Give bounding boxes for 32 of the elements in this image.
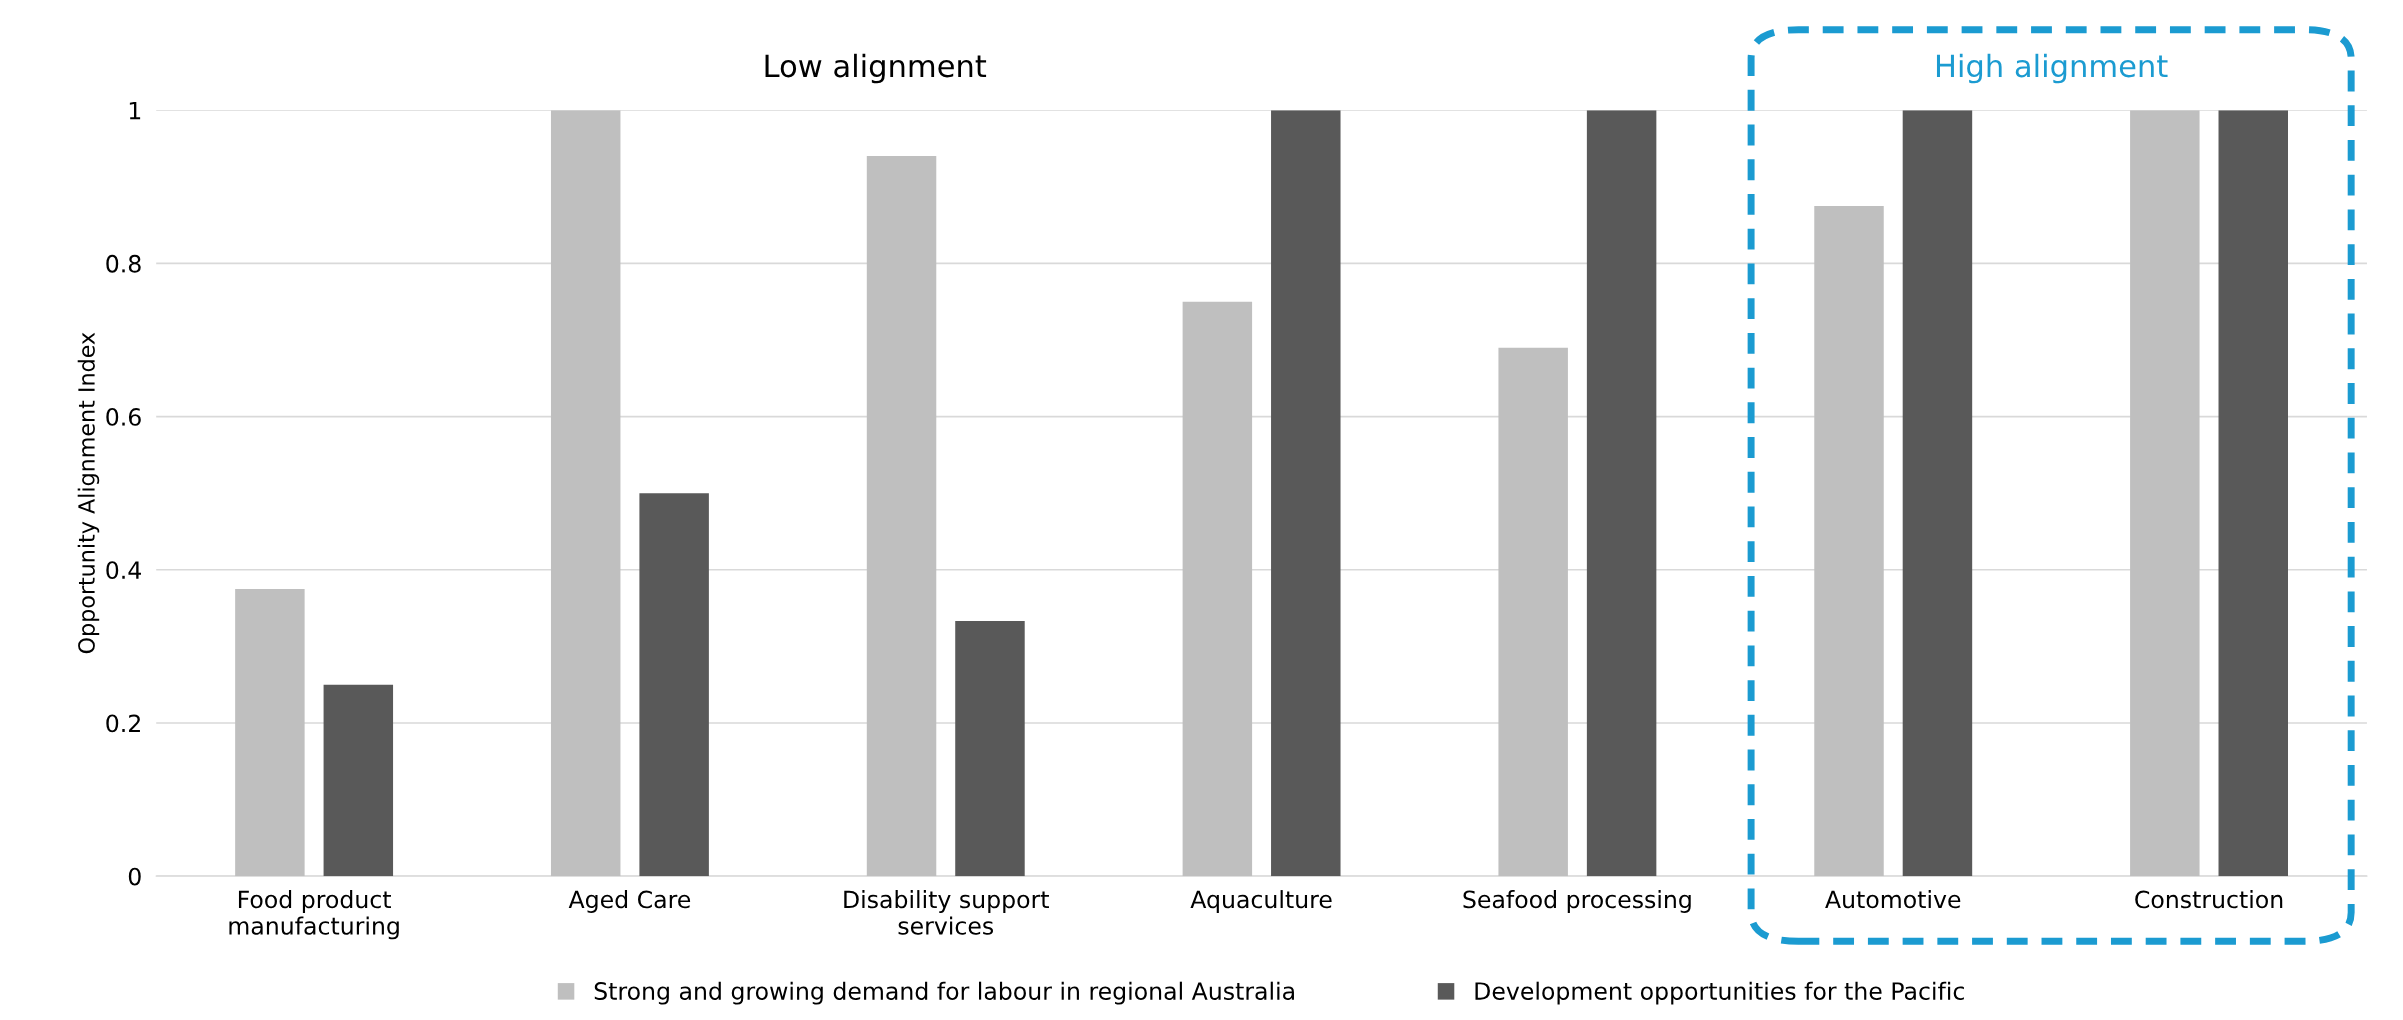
- bar: [2218, 110, 2288, 877]
- y-tick-label: 0.6: [106, 408, 141, 426]
- bar: [1498, 347, 1568, 877]
- bar: [2130, 110, 2200, 877]
- bar: [639, 493, 709, 877]
- y-axis-title: Opportunity Alignment Index: [77, 332, 100, 654]
- y-tick-label: 0.4: [106, 561, 141, 580]
- text: High alignment: [1936, 53, 2168, 84]
- x-tick-label: Food product manufacturing: [229, 890, 399, 940]
- bar: [1902, 110, 1973, 877]
- bar: [550, 110, 621, 877]
- x-tick-label: Aged Care: [568, 890, 691, 913]
- x-tick-label: Aquaculture: [1190, 890, 1332, 913]
- legend-label: Strong and growing demand for labour in regional Australia: [594, 981, 1294, 1005]
- x-tick-label: Disability support services: [844, 890, 1049, 935]
- bar: [866, 156, 937, 877]
- bar: [235, 588, 305, 877]
- y-tick-label: 0: [128, 867, 141, 886]
- y-tick-label: 0.8: [106, 254, 141, 273]
- y-tick-label: 0.2: [106, 714, 140, 733]
- bar: [1814, 205, 1884, 877]
- bar: [323, 684, 394, 877]
- y-tick-label: 1: [129, 101, 141, 120]
- legend-label: Development opportunities for the Pacific: [1475, 981, 1964, 1005]
- bar: [955, 621, 1025, 877]
- x-tick-label: Seafood processing: [1463, 890, 1691, 913]
- bar: [1182, 301, 1253, 877]
- text: Low alignment: [765, 53, 987, 84]
- bar: [1586, 110, 1657, 877]
- x-tick-label: Automotive: [1825, 890, 1961, 909]
- x-tick-label: Construction: [2135, 890, 2283, 909]
- bar: [1271, 110, 1341, 877]
